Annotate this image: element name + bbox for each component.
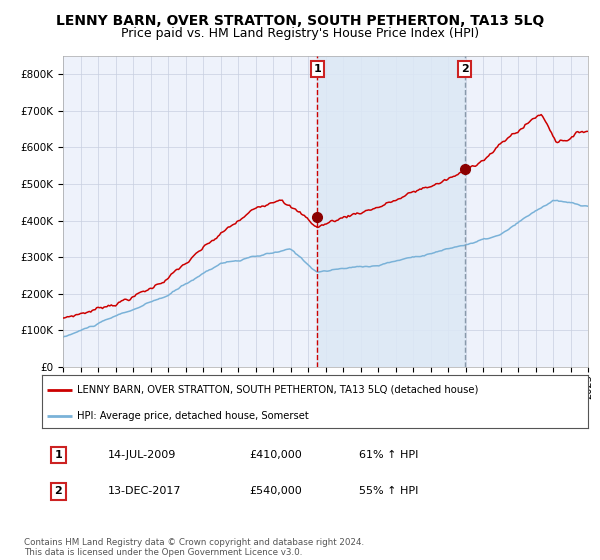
Text: HPI: Average price, detached house, Somerset: HPI: Average price, detached house, Some… bbox=[77, 411, 309, 421]
Text: Price paid vs. HM Land Registry's House Price Index (HPI): Price paid vs. HM Land Registry's House … bbox=[121, 27, 479, 40]
Text: 14-JUL-2009: 14-JUL-2009 bbox=[107, 450, 176, 460]
Bar bbox=[317, 56, 464, 367]
Text: 2: 2 bbox=[461, 64, 469, 74]
Text: £540,000: £540,000 bbox=[250, 487, 302, 496]
Text: 1: 1 bbox=[314, 64, 322, 74]
Text: LENNY BARN, OVER STRATTON, SOUTH PETHERTON, TA13 5LQ: LENNY BARN, OVER STRATTON, SOUTH PETHERT… bbox=[56, 14, 544, 28]
Text: 55% ↑ HPI: 55% ↑ HPI bbox=[359, 487, 418, 496]
Text: £410,000: £410,000 bbox=[250, 450, 302, 460]
Text: Contains HM Land Registry data © Crown copyright and database right 2024.
This d: Contains HM Land Registry data © Crown c… bbox=[24, 538, 364, 557]
Text: 61% ↑ HPI: 61% ↑ HPI bbox=[359, 450, 418, 460]
Text: 13-DEC-2017: 13-DEC-2017 bbox=[107, 487, 181, 496]
Text: 2: 2 bbox=[55, 487, 62, 496]
Text: LENNY BARN, OVER STRATTON, SOUTH PETHERTON, TA13 5LQ (detached house): LENNY BARN, OVER STRATTON, SOUTH PETHERT… bbox=[77, 385, 479, 395]
Text: 1: 1 bbox=[55, 450, 62, 460]
